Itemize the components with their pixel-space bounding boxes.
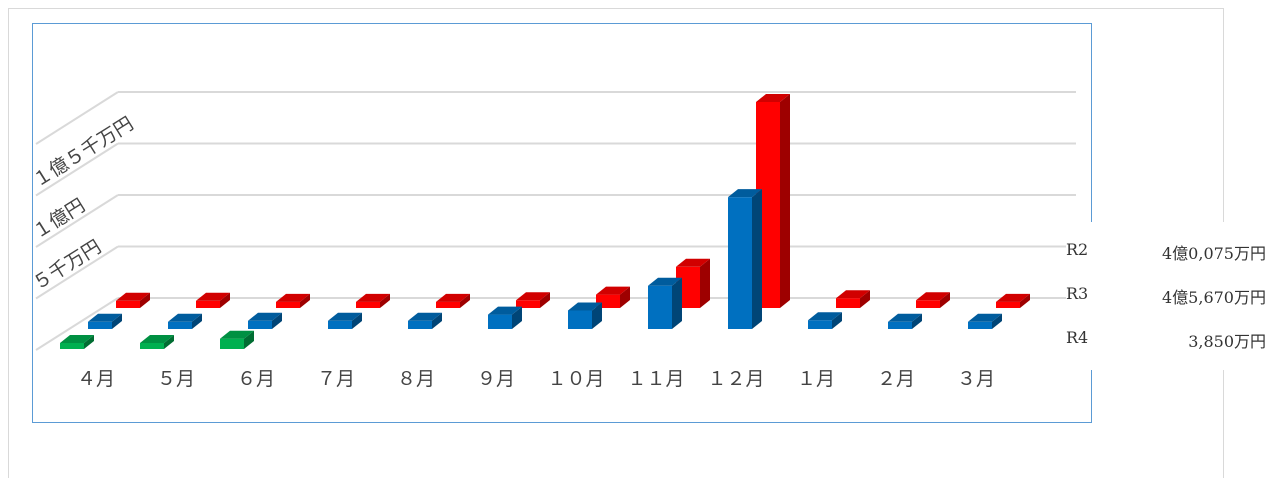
bar-r3-7 xyxy=(568,302,602,329)
x-tick-label-2: ５月 xyxy=(157,368,195,390)
x-tick-label-8: １１月 xyxy=(627,368,684,390)
grid-diagonal-4 xyxy=(35,91,119,145)
x-tick-label-12: ３月 xyxy=(957,368,995,390)
grid-diagonal-2 xyxy=(35,194,119,248)
x-tick-labels: ４月 ５月 ６月 ７月 ８月 ９月 １０月 １１月 １２月 １月 ２月 ３月 xyxy=(77,368,995,390)
bar-r2-12 xyxy=(996,293,1030,308)
bar-r2-4 xyxy=(356,293,390,308)
x-tick-label-3: ６月 xyxy=(237,368,275,390)
x-tick-label-1: ４月 xyxy=(77,368,115,390)
bar-r3-5 xyxy=(408,312,442,329)
bar-r3-8 xyxy=(648,277,682,329)
bar-r2-2 xyxy=(196,292,230,308)
bar-r2-10 xyxy=(836,290,870,308)
bar-r2-7 xyxy=(596,286,630,308)
grid-diagonal-1 xyxy=(35,245,119,300)
legend-series-name: R4 xyxy=(1066,328,1089,347)
legend-series-total: 3,850万円 xyxy=(1188,332,1266,351)
legend-series-total: 4億0,075万円 xyxy=(1162,244,1266,263)
bar-r4-2 xyxy=(140,335,174,349)
grid-layer xyxy=(35,91,1076,351)
grid-diagonal-0 xyxy=(35,297,119,351)
bar-r3-3 xyxy=(248,312,282,329)
x-tick-label-7: １０月 xyxy=(547,368,604,390)
x-tick-label-4: ７月 xyxy=(317,368,355,390)
bar-r3-10 xyxy=(808,312,842,329)
bar-r2-1 xyxy=(116,292,150,308)
bars xyxy=(60,94,1030,349)
bar-r3-9 xyxy=(728,189,762,329)
x-tick-label-11: ２月 xyxy=(877,368,915,390)
legend-item-r4: R4 3,850万円 xyxy=(1066,328,1266,352)
x-tick-label-10: １月 xyxy=(797,368,835,390)
bar-r4-1 xyxy=(60,335,94,349)
bar-r4-3 xyxy=(220,330,254,349)
bar-r2-3 xyxy=(276,293,310,308)
bar-r3-11 xyxy=(888,313,922,329)
legend: R2 4億0,075万円 R3 4億5,670万円 R4 3,850万円 xyxy=(1066,222,1278,370)
x-tick-label-5: ８月 xyxy=(397,368,435,390)
bar-r3-12 xyxy=(968,313,1002,329)
legend-item-r3: R3 4億5,670万円 xyxy=(1066,284,1266,308)
bar-r2-11 xyxy=(916,292,950,308)
legend-item-r2: R2 4億0,075万円 xyxy=(1066,240,1266,264)
y-tick-label-2: １億５千万円 xyxy=(29,113,137,192)
x-tick-label-9: １２月 xyxy=(707,368,764,390)
bar-r3-1 xyxy=(88,313,122,329)
legend-series-name: R3 xyxy=(1066,284,1089,303)
legend-series-total: 4億5,670万円 xyxy=(1162,288,1266,307)
bar-r2-5 xyxy=(436,293,470,308)
legend-series-name: R2 xyxy=(1066,240,1089,259)
bar-r3-4 xyxy=(328,312,362,329)
bar-r2-6 xyxy=(516,292,550,308)
grid-diagonal-3 xyxy=(35,142,119,197)
bar-r3-2 xyxy=(168,313,202,329)
bar-r3-6 xyxy=(488,306,522,329)
x-tick-label-6: ９月 xyxy=(477,368,515,390)
